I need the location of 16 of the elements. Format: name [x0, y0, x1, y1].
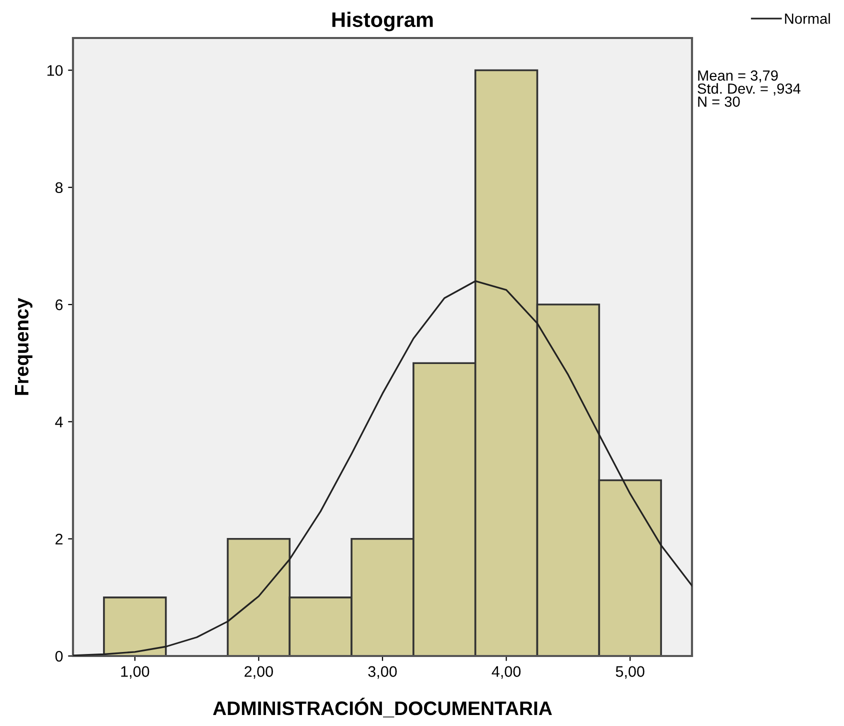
y-tick-label: 6: [56, 299, 63, 310]
x-tick-label: 4,00: [492, 666, 521, 679]
x-axis-title: ADMINISTRACIÓN_DOCUMENTARIA: [213, 698, 552, 718]
text: Mean = 3,79 Std. Dev. = ,934 N = 30: [698, 70, 800, 107]
x-tick-label: 3,00: [368, 666, 397, 679]
x-tick-label: 2,00: [244, 666, 273, 679]
y-tick-label: 8: [55, 182, 63, 194]
chart-title: Histogram: [332, 12, 433, 32]
y-tick-label: 10: [47, 65, 63, 76]
y-tick-label: 2: [56, 534, 63, 544]
y-tick-label: 4: [55, 416, 63, 428]
y-tick-label: 0: [55, 650, 63, 662]
y-axis-title: Frequency: [14, 298, 32, 395]
legend-label: Normal: [785, 13, 830, 24]
x-tick-label: 1,00: [121, 666, 150, 679]
x-tick-label: 5,00: [616, 666, 644, 679]
